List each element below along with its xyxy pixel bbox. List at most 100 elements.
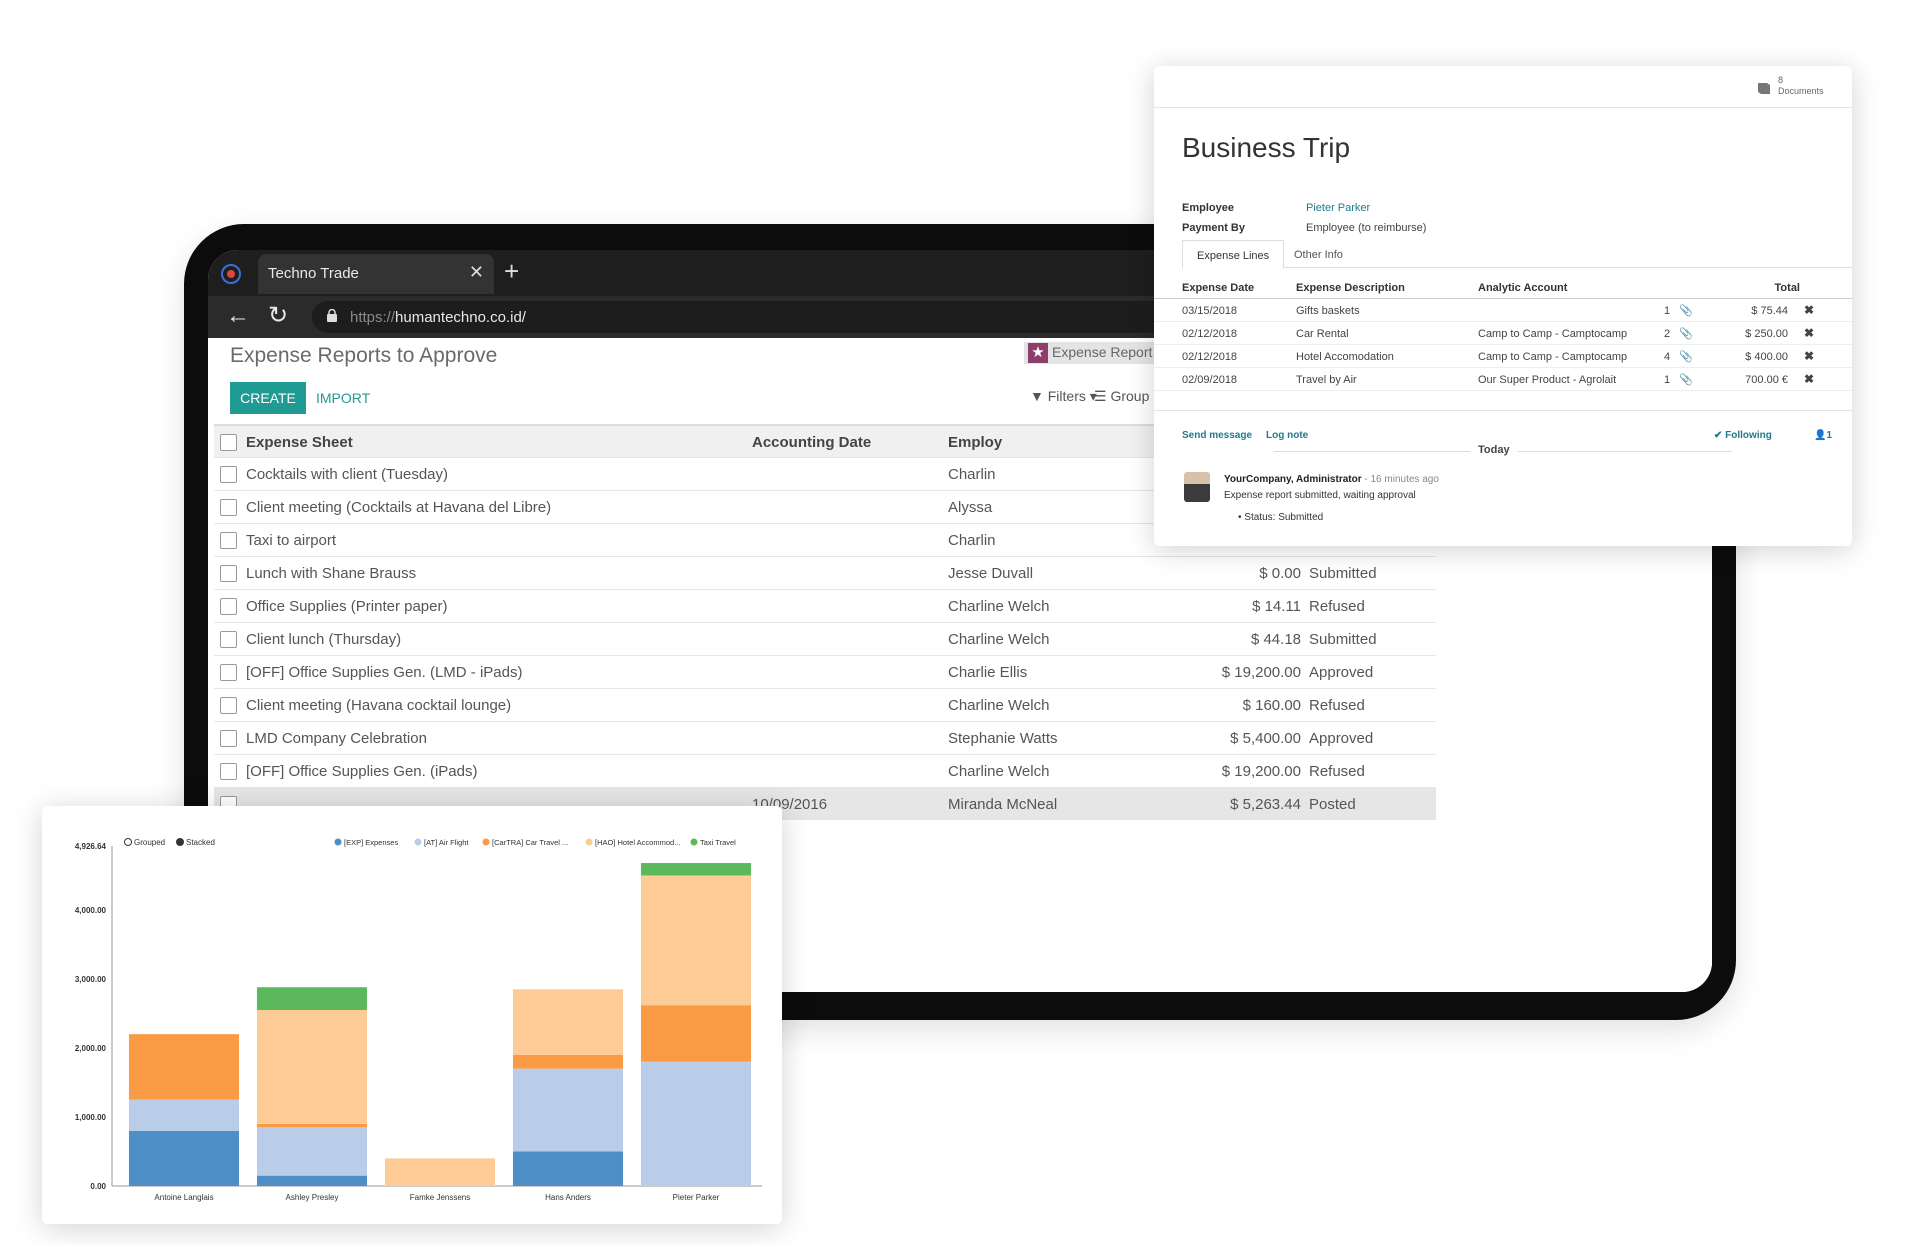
header-expense-description: Expense Description: [1296, 282, 1405, 294]
line-account: Our Super Product - Agrolait: [1478, 374, 1617, 386]
reload-icon[interactable]: ↻: [268, 302, 289, 329]
followers-button[interactable]: 👤1: [1814, 430, 1832, 441]
expense-sheet-name: [OFF] Office Supplies Gen. (iPads): [246, 763, 478, 780]
attachment-count: 2: [1664, 328, 1671, 340]
line-total: $ 400.00: [1745, 351, 1788, 363]
expense-line-row[interactable]: 02/09/2018 Travel by Air Our Super Product…: [1154, 368, 1852, 391]
select-all-checkbox[interactable]: [220, 434, 237, 451]
message-status: • Status: Submitted: [1238, 512, 1324, 523]
import-button[interactable]: IMPORT: [316, 382, 370, 414]
message-time: - 16 minutes ago: [1361, 474, 1439, 485]
expense-line-row[interactable]: 02/12/2018 Car Rental Camp to Camp - Campt…: [1154, 322, 1852, 345]
delete-line-icon[interactable]: ✖: [1804, 303, 1815, 317]
delete-line-icon[interactable]: ✖: [1804, 349, 1815, 363]
row-checkbox[interactable]: [220, 763, 237, 780]
log-note-button[interactable]: Log note: [1266, 430, 1309, 441]
employee-value[interactable]: Pieter Parker: [1306, 202, 1371, 214]
legend-marker: [334, 838, 342, 846]
table-row[interactable]: Client lunch (Thursday) Charline Welch $ 4…: [214, 622, 1436, 655]
paperclip-icon[interactable]: 📎: [1679, 374, 1693, 386]
mode-label: Grouped: [134, 838, 165, 847]
book-icon[interactable]: [1756, 80, 1772, 96]
table-row[interactable]: Taxi to airport Charlin: [214, 523, 1436, 556]
paperclip-icon[interactable]: 📎: [1679, 351, 1693, 363]
line-date: 02/12/2018: [1182, 351, 1238, 363]
row-checkbox[interactable]: [220, 565, 237, 582]
status-badge: Refused: [1309, 697, 1365, 714]
status-badge: Approved: [1309, 730, 1374, 747]
header-expense-sheet[interactable]: Expense Sheet: [246, 434, 353, 451]
lock-icon: [327, 309, 337, 322]
browser-tab[interactable]: Techno Trade ✕: [221, 254, 494, 294]
header-accounting-date[interactable]: Accounting Date: [752, 434, 872, 451]
create-button[interactable]: CREATE: [230, 382, 306, 414]
business-trip-form: 8 Documents Business Trip Employee Piete…: [1154, 66, 1852, 546]
send-message-button[interactable]: Send message: [1182, 430, 1253, 441]
expense-chart-card: 0.00 1,000.00 2,000.00 3,000.00 4,000.00 4,92…: [42, 806, 782, 1224]
expense-line-row[interactable]: 02/12/2018 Hotel Accomodation Camp to Camp…: [1154, 345, 1852, 368]
row-checkbox[interactable]: [220, 664, 237, 681]
expense-line-row[interactable]: 03/15/2018 Gifts baskets 1 📎 $ 75.44 ✖: [1154, 299, 1852, 322]
header-employee[interactable]: Employ: [948, 434, 1003, 451]
row-checkbox[interactable]: [220, 730, 237, 747]
status-badge: Submitted: [1309, 631, 1377, 648]
table-row[interactable]: LMD Company Celebration Stephanie Watts $ …: [214, 721, 1436, 754]
row-checkbox[interactable]: [220, 499, 237, 516]
status-badge: Submitted: [1309, 565, 1377, 582]
today-label: Today: [1470, 444, 1518, 456]
bar-segment: [256, 1010, 368, 1124]
row-checkbox[interactable]: [220, 532, 237, 549]
employee-name: Charline Welch: [948, 631, 1050, 648]
filter-icon: ▼: [1030, 388, 1044, 404]
bar-segment: [640, 1061, 752, 1186]
header-total: Total: [1774, 282, 1800, 294]
x-tick-label: Famke Jenssens: [410, 1193, 470, 1202]
table-row[interactable]: Office Supplies (Printer paper) Charline …: [214, 589, 1436, 622]
employee-name: Charline Welch: [948, 763, 1050, 780]
following-button[interactable]: ✔ Following: [1714, 430, 1772, 441]
paperclip-icon[interactable]: 📎: [1679, 328, 1693, 340]
new-tab-icon[interactable]: +: [504, 256, 520, 286]
legend-label: [EXP] Expenses: [344, 838, 398, 847]
table-row[interactable]: Client meeting (Havana cocktail lounge) C…: [214, 688, 1436, 721]
favorite-star-icon: ★: [1028, 343, 1048, 363]
back-arrow-icon[interactable]: ←: [226, 302, 250, 329]
table-row[interactable]: Client meeting (Cocktails at Havana del …: [214, 490, 1436, 523]
y-tick-label: 2,000.00: [75, 1044, 107, 1053]
table-row[interactable]: [OFF] Office Supplies Gen. (LMD - iPads)…: [214, 655, 1436, 688]
y-tick-label: 3,000.00: [75, 975, 107, 984]
mode-radio-stacked: [176, 838, 184, 846]
legend-marker: [585, 838, 593, 846]
expense-sheet-name: [OFF] Office Supplies Gen. (LMD - iPads): [246, 664, 523, 681]
legend-label: [HAO] Hotel Accommod...: [595, 838, 680, 847]
page-title: Expense Reports to Approve: [230, 344, 498, 367]
row-checkbox[interactable]: [220, 631, 237, 648]
documents-button[interactable]: 8 Documents: [1778, 75, 1824, 97]
table-row[interactable]: Cocktails with client (Tuesday) Charlin: [214, 457, 1436, 490]
expense-sheet-name: LMD Company Celebration: [246, 730, 427, 747]
paperclip-icon[interactable]: 📎: [1679, 305, 1693, 317]
tab-expense-lines[interactable]: Expense Lines: [1182, 240, 1285, 269]
delete-line-icon[interactable]: ✖: [1804, 372, 1815, 386]
employee-name: Alyssa: [948, 499, 993, 516]
message-author-name[interactable]: YourCompany, Administrator: [1224, 474, 1362, 485]
table-row[interactable]: Lunch with Shane Brauss Jesse Duvall $ 0.0…: [214, 556, 1436, 589]
filters-dropdown[interactable]: ▼ Filters ▾: [1030, 388, 1097, 404]
row-checkbox[interactable]: [220, 697, 237, 714]
y-tick-label: 4,000.00: [75, 906, 107, 915]
form-tabs: Expense Lines Other Info: [1182, 240, 1852, 269]
row-checkbox[interactable]: [220, 598, 237, 615]
row-checkbox[interactable]: [220, 466, 237, 483]
form-topbar: 8 Documents: [1154, 66, 1852, 108]
row-total: $ 160.00: [1242, 697, 1301, 714]
delete-line-icon[interactable]: ✖: [1804, 326, 1815, 340]
table-row[interactable]: [OFF] Office Supplies Gen. (iPads) Charli…: [214, 754, 1436, 787]
bar-segment: [512, 1068, 624, 1152]
close-tab-icon[interactable]: ✕: [468, 262, 484, 282]
line-date: 02/12/2018: [1182, 328, 1238, 340]
y-tick-label: 1,000.00: [75, 1113, 107, 1122]
mode-label: Stacked: [186, 838, 215, 847]
mode-radio-grouped: [124, 838, 132, 846]
tab-other-info[interactable]: Other Info: [1294, 249, 1343, 261]
